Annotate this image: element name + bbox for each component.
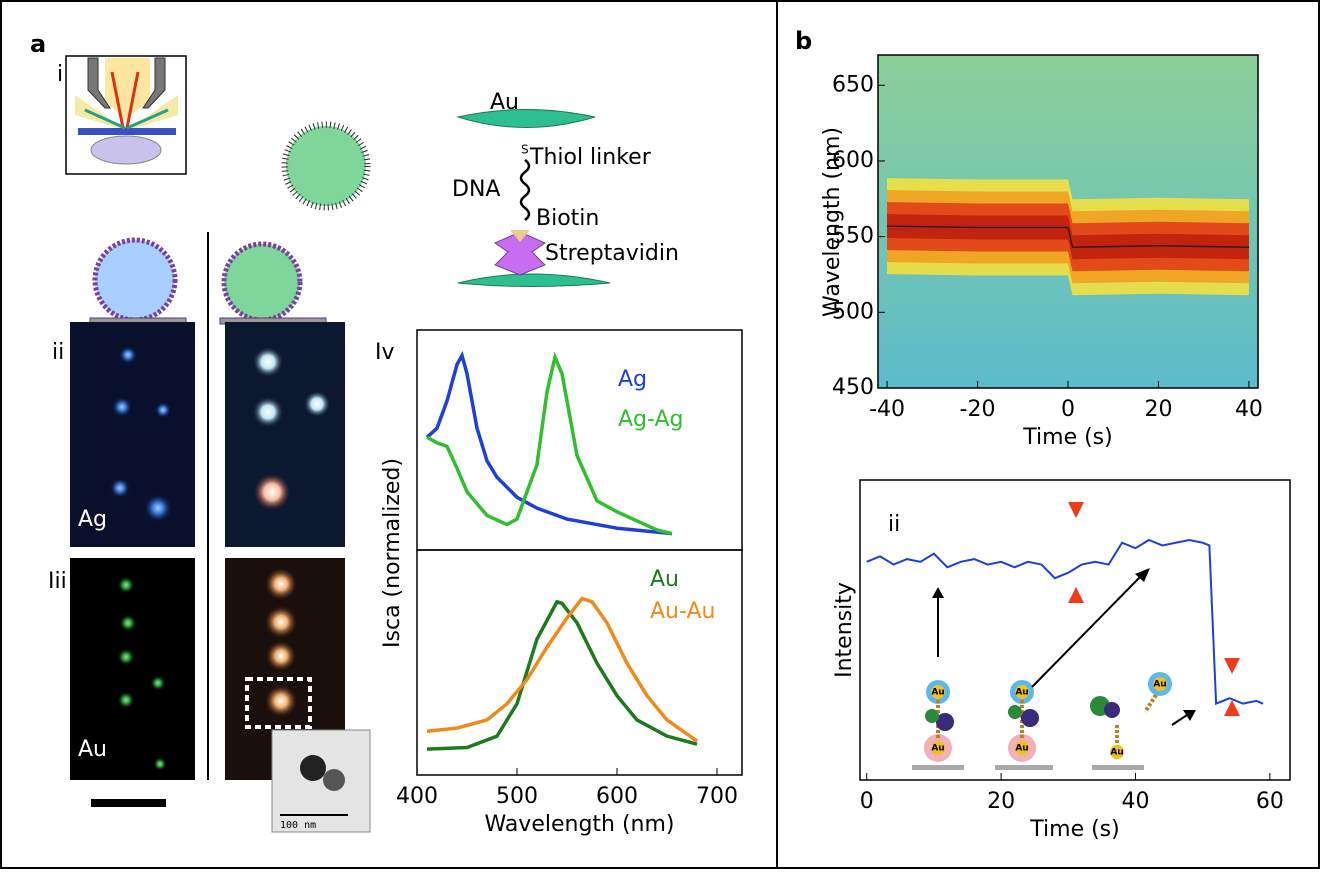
y-axis-label: Intensity xyxy=(832,582,857,678)
legend-entry: Au xyxy=(650,567,679,592)
diagram-label: S xyxy=(521,143,529,157)
diagram-label: Streptavidin xyxy=(545,241,679,266)
x-tick-label: -20 xyxy=(960,397,996,422)
microscope-schematic xyxy=(66,56,186,174)
plot-frame xyxy=(860,480,1290,780)
x-axis-label: Time (s) xyxy=(1029,817,1119,842)
image-label: Au xyxy=(78,737,107,762)
x-tick-label: 400 xyxy=(396,784,438,809)
particle-label: Au xyxy=(1153,680,1166,690)
panel-label: b xyxy=(795,27,812,55)
scale-label: 100 nm xyxy=(280,820,316,831)
x-tick-label: 40 xyxy=(1121,789,1149,814)
x-tick-label: 40 xyxy=(1235,397,1263,422)
y-tick-label: 650 xyxy=(832,72,874,97)
sub-label: Iv xyxy=(375,340,395,365)
spectrum-line xyxy=(867,540,1263,704)
darkfield-images xyxy=(70,322,370,832)
x-tick-label: 700 xyxy=(696,784,738,809)
x-tick-label: 20 xyxy=(987,789,1015,814)
x-tick-label: 500 xyxy=(496,784,538,809)
sub-label: ii xyxy=(52,340,64,365)
binding-cartoons xyxy=(912,502,1240,770)
sub-label: i xyxy=(57,62,63,87)
figure: a i Au S Thiol linker DNA Biotin Strepta… xyxy=(0,0,1320,869)
particle-label: Au xyxy=(931,688,944,698)
x-tick-label: 20 xyxy=(1144,397,1172,422)
y-tick-label: 450 xyxy=(832,375,874,400)
x-axis-label: Time (s) xyxy=(1022,425,1112,450)
x-axis-label: Wavelength (nm) xyxy=(484,812,674,837)
x-tick-label: 600 xyxy=(596,784,638,809)
y-axis-label: Wavelength (nm) xyxy=(820,127,845,317)
legend-entry: Ag-Ag xyxy=(618,407,683,432)
x-tick-label: -40 xyxy=(869,397,905,422)
x-tick-label: 0 xyxy=(1061,397,1075,422)
diagram-label: Thiol linker xyxy=(529,145,652,170)
y-axis-label: Isca (normalized) xyxy=(380,458,405,648)
x-tick-label: 60 xyxy=(1256,789,1284,814)
particle-label: Au xyxy=(1015,744,1028,754)
diagram-label: Biotin xyxy=(536,206,599,231)
diagram-label: DNA xyxy=(452,177,500,202)
sub-label: ii xyxy=(888,512,900,537)
panel-label: a xyxy=(30,30,46,58)
particle-label: Au xyxy=(1015,688,1028,698)
plot-frame xyxy=(417,550,742,775)
particle-label: Au xyxy=(931,744,944,754)
particle-label: Au xyxy=(1110,748,1123,758)
diagram-label: Au xyxy=(490,90,519,115)
legend-entry: Ag xyxy=(618,367,647,392)
x-tick-label: 0 xyxy=(860,789,874,814)
image-label: Ag xyxy=(78,507,107,532)
sub-label: Iii xyxy=(48,569,67,594)
legend-entry: Au-Au xyxy=(650,599,715,624)
